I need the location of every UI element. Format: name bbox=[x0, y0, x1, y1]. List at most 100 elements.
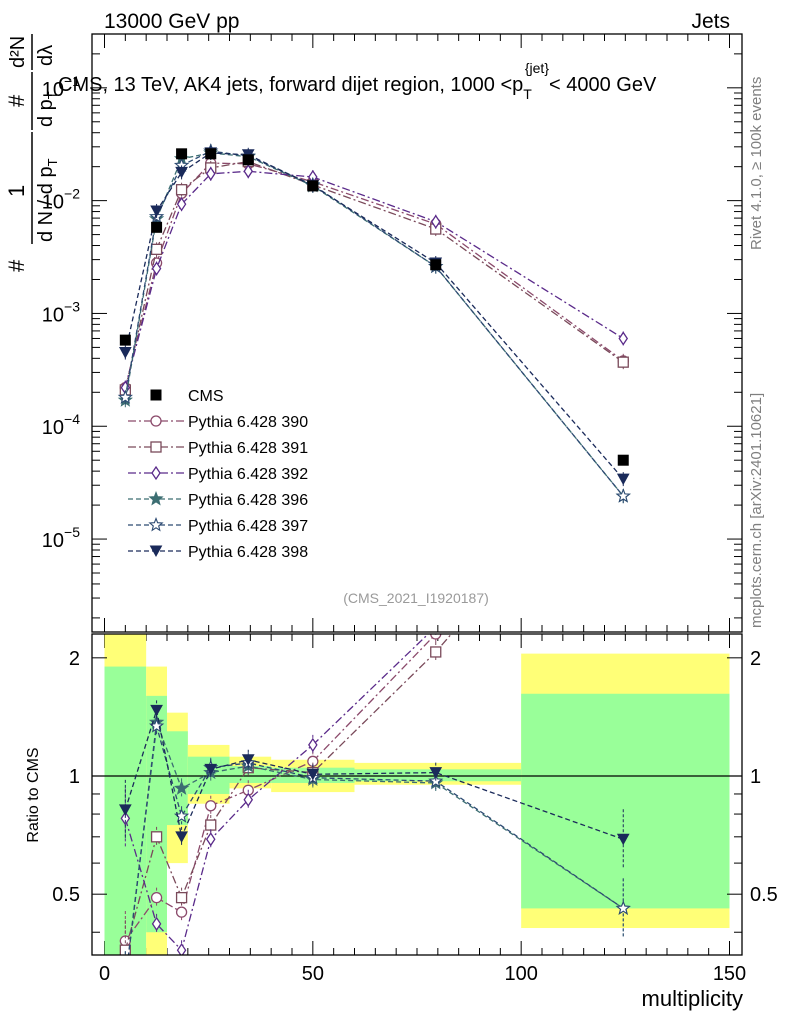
x-tick-label: 0 bbox=[99, 963, 110, 985]
ratio-y-tick-label-right: 0.5 bbox=[750, 884, 778, 906]
ylabel-den2: d pT bbox=[35, 91, 60, 127]
point-pythia-6-428-392 bbox=[176, 197, 187, 212]
band-inner bbox=[521, 693, 730, 909]
legend-marker bbox=[149, 545, 163, 558]
ratio-point-pythia-6-428-391 bbox=[175, 891, 188, 904]
point-pythia-6-428-392 bbox=[243, 164, 254, 179]
legend-item: Pythia 6.428 396 bbox=[128, 490, 308, 509]
ratio-panel: 0 50 100 150 0.5 0.5 1 1 2 2 bbox=[52, 425, 778, 987]
legend-label: Pythia 6.428 396 bbox=[188, 492, 308, 509]
band-inner bbox=[354, 769, 522, 782]
ratio-y-tick-label-right: 2 bbox=[750, 648, 761, 670]
ratio-point-pythia-6-428-391 bbox=[119, 944, 131, 955]
y-axis-label: # 1 d N / d pT # d pT d²N dλ bbox=[4, 34, 60, 272]
ratio-point-pythia-6-428-392 bbox=[205, 832, 216, 847]
point-pythia-6-428-398 bbox=[150, 205, 163, 217]
legend-item: CMS bbox=[150, 388, 224, 405]
x-tick-label: 100 bbox=[504, 963, 537, 985]
ylabel-den: d N / d pT bbox=[35, 158, 60, 242]
legend-item: Pythia 6.428 390 bbox=[128, 414, 308, 431]
legend-label: Pythia 6.428 392 bbox=[188, 466, 308, 483]
y-tick-label: 10−5 bbox=[42, 524, 80, 552]
y-tick-label: 10−1 bbox=[42, 73, 80, 101]
ratio-point-pythia-6-428-398 bbox=[616, 833, 630, 846]
point-pythia-6-428-398 bbox=[616, 473, 630, 486]
point-pythia-6-428-397 bbox=[615, 488, 631, 503]
ratio-point-pythia-6-428-397 bbox=[615, 900, 631, 915]
ratio-y-label: Ratio to CMS bbox=[25, 747, 42, 842]
ratio-point-pythia-6-428-391 bbox=[205, 819, 217, 831]
x-axis-label: multiplicity bbox=[642, 986, 743, 1011]
ratio-line-pythia-6-428-396 bbox=[127, 722, 624, 955]
ratio-point-pythia-6-428-392 bbox=[432, 621, 440, 633]
main-plot-area bbox=[117, 143, 631, 504]
legend-label: Pythia 6.428 398 bbox=[188, 544, 308, 561]
point-cms bbox=[617, 454, 629, 466]
ylabel-hash: # bbox=[4, 259, 29, 272]
legend-item: Pythia 6.428 398 bbox=[128, 544, 308, 561]
x-tick-label: 150 bbox=[713, 963, 746, 985]
point-pythia-6-428-392 bbox=[618, 331, 629, 346]
point-cms bbox=[119, 334, 131, 346]
ratio-point-pythia-6-428-398 bbox=[118, 804, 132, 816]
point-pythia-6-428-398 bbox=[175, 166, 188, 179]
point-pythia-6-428-397 bbox=[117, 389, 133, 404]
ratio-point-pythia-6-428-397 bbox=[119, 975, 131, 987]
title-sub: T bbox=[523, 86, 532, 102]
point-pythia-6-428-391 bbox=[175, 184, 188, 196]
rivet-label: Rivet 4.1.0, ≥ 100k events bbox=[748, 77, 765, 250]
point-cms bbox=[430, 259, 442, 271]
ylabel-one: 1 bbox=[4, 185, 29, 197]
series-line-pythia-6-428-392 bbox=[124, 170, 624, 388]
legend-label: CMS bbox=[188, 388, 224, 405]
ratio-point-pythia-6-428-396 bbox=[173, 780, 190, 795]
point-pythia-6-428-391 bbox=[150, 243, 163, 255]
point-pythia-6-428-392 bbox=[430, 214, 441, 229]
legend-marker bbox=[150, 441, 162, 453]
y-tick-label: 10−3 bbox=[42, 298, 80, 326]
ratio-point-pythia-6-428-391 bbox=[430, 646, 442, 658]
legend-label: Pythia 6.428 397 bbox=[188, 518, 308, 535]
point-cms bbox=[242, 154, 254, 166]
legend-item: Pythia 6.428 391 bbox=[128, 440, 308, 457]
ratio-point-pythia-6-428-398 bbox=[204, 763, 218, 776]
legend: CMS Pythia 6.428 390 Pythia 6.428 391 Pythi… bbox=[128, 388, 308, 561]
ylabel-hash2: # bbox=[4, 94, 29, 107]
ylabel-dl: dλ bbox=[35, 45, 57, 66]
ratio-point-pythia-6-428-398 bbox=[241, 754, 255, 766]
mcplots-label: mcplots.cern.ch [arXiv:2401.10621] bbox=[748, 393, 765, 628]
ratio-line-pythia-6-428-397 bbox=[127, 725, 624, 955]
legend-item: Pythia 6.428 397 bbox=[128, 516, 308, 535]
point-pythia-6-428-392 bbox=[205, 166, 216, 181]
legend-label: Pythia 6.428 391 bbox=[188, 440, 308, 457]
chart-title: CMS, 13 TeV, AK4 jets, forward dijet reg… bbox=[58, 60, 657, 102]
ratio-y-tick-label: 2 bbox=[69, 648, 80, 670]
legend-marker bbox=[150, 389, 162, 401]
y-tick-label: 10−4 bbox=[42, 411, 80, 439]
analysis-annotation: (CMS_2021_I1920187) bbox=[343, 590, 489, 606]
ylabel-den2-sub: T bbox=[45, 91, 60, 99]
ratio-point-pythia-6-428-390 bbox=[618, 425, 628, 435]
main-panel: 10−1 10−2 10−3 10−4 10−5 bbox=[42, 33, 743, 955]
ratio-point-pythia-6-428-392 bbox=[151, 916, 162, 932]
ratio-point-pythia-6-428-396 bbox=[119, 975, 131, 987]
title-pre: CMS, 13 TeV, AK4 jets, forward dijet reg… bbox=[58, 74, 523, 96]
ratio-y-tick-label: 1 bbox=[69, 766, 80, 788]
ratio-point-pythia-6-428-392 bbox=[176, 943, 187, 955]
legend-marker bbox=[148, 516, 164, 532]
point-cms bbox=[176, 148, 188, 160]
ratio-point-pythia-6-428-398 bbox=[175, 831, 188, 843]
point-pythia-6-428-391 bbox=[617, 356, 629, 368]
ratio-point-pythia-6-428-391 bbox=[150, 831, 163, 843]
ratio-line-pythia-6-428-392 bbox=[124, 634, 430, 952]
ratio-y-tick-label-right: 1 bbox=[750, 766, 761, 788]
ratio-point-pythia-6-428-398 bbox=[306, 768, 320, 781]
ratio-point-pythia-6-428-398 bbox=[429, 767, 443, 779]
ylabel-den-text: d N / d p bbox=[35, 166, 57, 242]
header-right: Jets bbox=[691, 10, 730, 33]
ylabel-den-sub: T bbox=[45, 158, 60, 166]
legend-label: Pythia 6.428 390 bbox=[188, 414, 308, 431]
y-tick-label: 10−2 bbox=[42, 186, 80, 214]
ratio-line-pythia-6-428-390 bbox=[124, 634, 437, 942]
